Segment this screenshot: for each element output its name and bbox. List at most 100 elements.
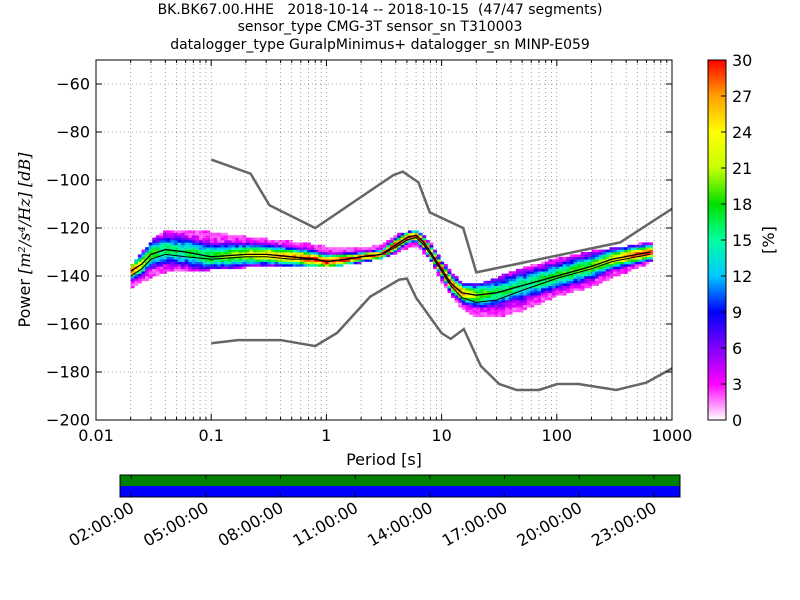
histogram-cell: [227, 266, 232, 270]
histogram-cell: [227, 237, 232, 241]
histogram-cell: [188, 261, 193, 265]
histogram-cell: [256, 240, 261, 243]
histogram-cell: [548, 290, 553, 294]
histogram-cell: [476, 300, 481, 303]
histogram-cell: [476, 283, 481, 286]
histogram-cell: [181, 268, 185, 272]
histogram-cell: [623, 254, 628, 258]
histogram-cell: [292, 247, 297, 250]
histogram-cell: [440, 276, 445, 279]
histogram-cell: [501, 276, 506, 279]
histogram-cell: [163, 266, 167, 270]
histogram-cell: [541, 271, 545, 274]
histogram-cell: [271, 244, 275, 248]
histogram-cell: [361, 249, 365, 253]
histogram-cell: [609, 256, 614, 260]
histogram-cell: [343, 247, 347, 250]
histogram-cell: [213, 254, 218, 258]
histogram-cell: [375, 252, 380, 255]
histogram-cell: [263, 247, 268, 250]
histogram-cell: [281, 244, 286, 248]
histogram-cell: [397, 235, 401, 238]
histogram-cell: [573, 268, 578, 272]
histogram-cell: [497, 300, 502, 303]
histogram-cell: [235, 242, 239, 246]
histogram-cell: [645, 242, 650, 246]
histogram-cell: [472, 292, 477, 296]
histogram-cell: [620, 266, 625, 270]
histogram-cell: [357, 256, 362, 260]
histogram-cell: [526, 297, 531, 301]
histogram-cell: [317, 256, 322, 260]
histogram-cell: [551, 288, 556, 291]
histogram-cell: [339, 254, 344, 258]
histogram-cell: [364, 247, 369, 250]
histogram-cell: [515, 309, 520, 313]
histogram-cell: [310, 249, 315, 253]
histogram-cell: [649, 252, 653, 255]
histogram-cell: [335, 249, 340, 253]
histogram-cell: [433, 252, 437, 255]
histogram-cell: [620, 249, 625, 253]
histogram-cell: [253, 242, 257, 246]
histogram-cell: [404, 240, 409, 243]
histogram-cell: [220, 240, 225, 243]
histogram-cell: [422, 249, 427, 253]
histogram-cell: [361, 247, 365, 250]
histogram-cell: [209, 259, 214, 262]
histogram-cell: [422, 247, 427, 250]
histogram-cell: [501, 292, 506, 296]
chart-title-line-3: datalogger_type GuralpMinimus+ datalogge…: [170, 37, 590, 53]
histogram-cell: [332, 254, 337, 258]
histogram-cell: [332, 264, 337, 267]
colorbar-tick-label: 0: [732, 411, 742, 430]
histogram-cell: [177, 230, 182, 234]
histogram-cell: [573, 266, 578, 270]
histogram-cell: [487, 309, 491, 313]
histogram-cell: [368, 252, 373, 255]
histogram-cell: [253, 249, 257, 253]
histogram-cell: [224, 232, 229, 236]
histogram-cell: [368, 247, 373, 250]
histogram-cell: [253, 256, 257, 260]
histogram-cell: [181, 235, 185, 238]
histogram-cell: [555, 271, 560, 274]
histogram-cell: [501, 297, 506, 301]
histogram-cell: [620, 252, 625, 255]
histogram-cell: [562, 285, 567, 289]
histogram-cell: [249, 254, 254, 258]
histogram-cell: [631, 249, 635, 253]
histogram-cell: [213, 244, 218, 248]
histogram-cell: [202, 244, 207, 248]
histogram-cell: [497, 312, 502, 315]
histogram-cell: [299, 254, 304, 258]
histogram-cell: [433, 266, 437, 270]
histogram-cell: [227, 261, 232, 265]
histogram-cell: [209, 249, 214, 253]
histogram-cell: [505, 283, 509, 286]
histogram-cell: [559, 288, 563, 291]
histogram-cell: [451, 285, 455, 289]
histogram-cell: [490, 312, 495, 315]
histogram-cell: [523, 300, 527, 303]
histogram-cell: [559, 292, 563, 296]
histogram-cell: [245, 252, 250, 255]
histogram-cell: [609, 276, 614, 279]
histogram-cell: [299, 249, 304, 253]
histogram-cell: [447, 283, 452, 286]
histogram-cell: [256, 247, 261, 250]
histogram-cell: [170, 252, 175, 255]
histogram-cell: [292, 256, 297, 260]
histogram-cell: [249, 259, 254, 262]
histogram-cell: [580, 256, 585, 260]
histogram-cell: [202, 240, 207, 243]
histogram-cell: [371, 244, 376, 248]
histogram-cell: [584, 271, 589, 274]
histogram-cell: [580, 264, 585, 267]
histogram-cell: [310, 252, 315, 255]
histogram-cell: [227, 235, 232, 238]
histogram-cell: [501, 314, 506, 318]
histogram-cell: [548, 261, 553, 265]
histogram-cell: [595, 256, 599, 260]
histogram-cell: [296, 242, 301, 246]
